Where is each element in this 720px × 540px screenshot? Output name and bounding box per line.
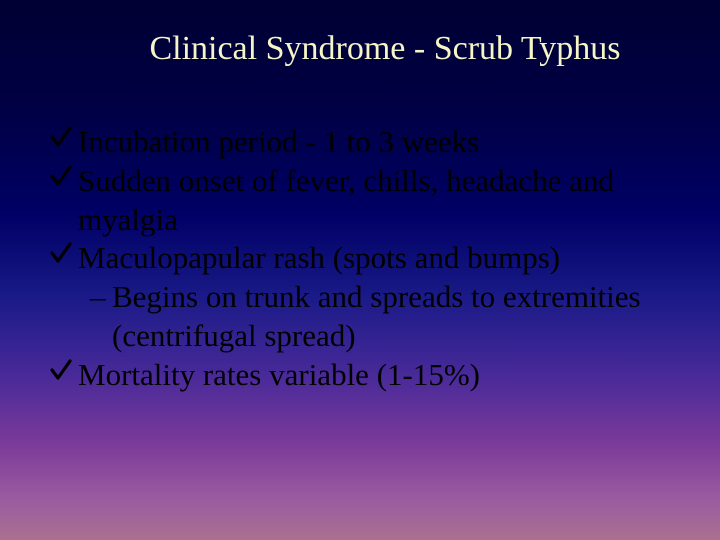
bullet-text: Sudden onset of fever, chills, headache … bbox=[78, 162, 680, 240]
slide-title: Clinical Syndrome - Scrub Typhus bbox=[40, 30, 680, 68]
sub-bullet-item: – Begins on trunk and spreads to extremi… bbox=[50, 278, 680, 356]
checkmark-icon bbox=[50, 123, 78, 153]
sub-bullet-text: Begins on trunk and spreads to extremiti… bbox=[112, 278, 680, 356]
checkmark-icon bbox=[50, 239, 78, 269]
dash-icon: – bbox=[90, 278, 112, 317]
bullet-item: Sudden onset of fever, chills, headache … bbox=[50, 162, 680, 240]
slide: Clinical Syndrome - Scrub Typhus Incubat… bbox=[0, 0, 720, 540]
bullet-item: Incubation period - 1 to 3 weeks bbox=[50, 123, 680, 162]
bullet-text: Maculopapular rash (spots and bumps) bbox=[78, 239, 680, 278]
bullet-text: Mortality rates variable (1-15%) bbox=[78, 356, 680, 395]
checkmark-icon bbox=[50, 162, 78, 192]
bullet-text: Incubation period - 1 to 3 weeks bbox=[78, 123, 680, 162]
bullet-item: Maculopapular rash (spots and bumps) bbox=[50, 239, 680, 278]
bullet-item: Mortality rates variable (1-15%) bbox=[50, 356, 680, 395]
checkmark-icon bbox=[50, 356, 78, 386]
slide-body: Incubation period - 1 to 3 weeks Sudden … bbox=[40, 123, 680, 394]
